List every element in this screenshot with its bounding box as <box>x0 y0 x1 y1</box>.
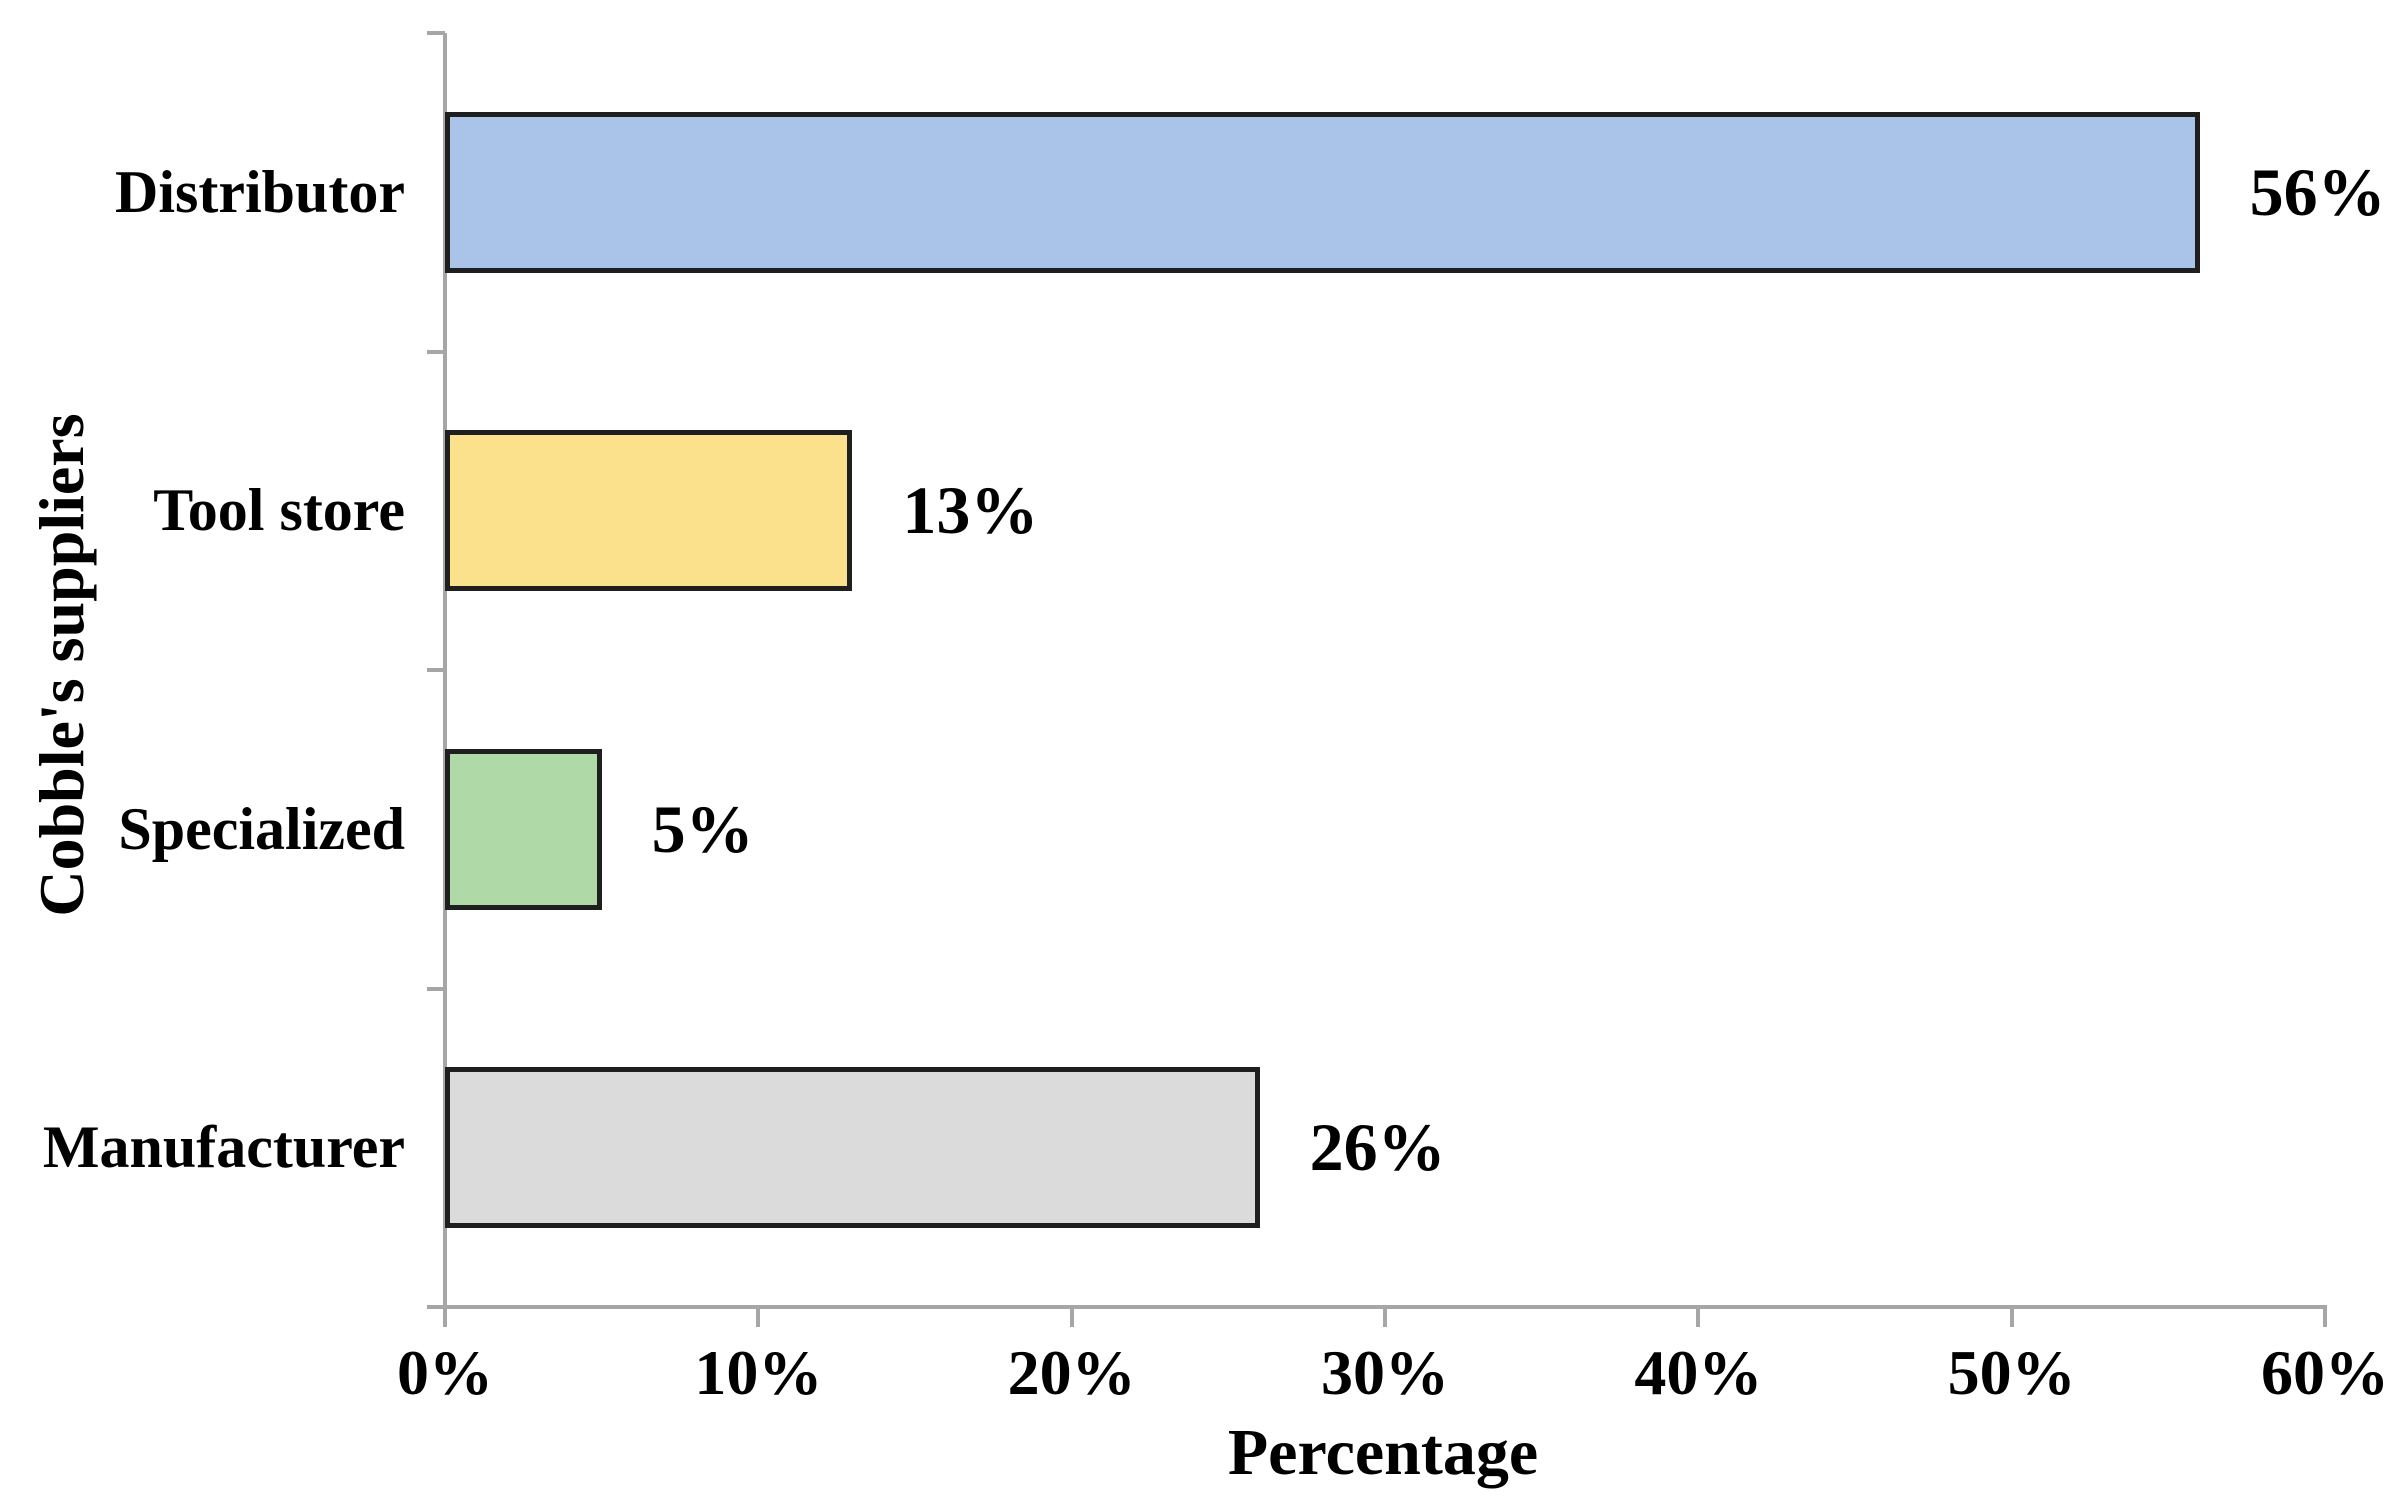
x-axis-line <box>427 1305 2327 1309</box>
x-tick-mark <box>2323 1307 2327 1327</box>
bar-specialized <box>445 748 602 910</box>
x-tick-mark <box>756 1307 761 1327</box>
data-label-specialized: 5% <box>651 790 754 867</box>
category-label-specialized: Specialized <box>118 795 405 862</box>
bar-distributor <box>445 111 2200 273</box>
x-tick-mark <box>1069 1307 1074 1327</box>
bar-manufacturer <box>445 1067 1260 1229</box>
x-tick-label-30: 30% <box>1321 1337 1449 1408</box>
x-tick-mark <box>1383 1307 1387 1327</box>
x-axis-title: Percentage <box>1227 1416 1539 1489</box>
bar-tool-store <box>445 430 853 592</box>
y-tick-mark <box>427 31 445 35</box>
x-tick-label-0: 0% <box>397 1337 493 1408</box>
y-axis-line <box>443 33 447 1327</box>
data-label-manufacturer: 26% <box>1309 1109 1446 1186</box>
x-tick-mark <box>2009 1307 2014 1327</box>
x-tick-label-10: 10% <box>694 1337 823 1408</box>
x-tick-label-60: 60% <box>2261 1337 2389 1408</box>
category-label-manufacturer: Manufacturer <box>42 1114 405 1181</box>
y-tick-mark <box>427 349 445 354</box>
category-label-tool-store: Tool store <box>153 477 405 544</box>
data-label-tool-store: 13% <box>902 472 1039 549</box>
x-tick-label-20: 20% <box>1007 1337 1136 1408</box>
x-tick-label-50: 50% <box>1947 1337 2076 1408</box>
x-tick-mark <box>1696 1307 1701 1327</box>
y-tick-mark <box>427 668 445 672</box>
x-tick-label-40: 40% <box>1634 1337 1763 1408</box>
category-label-distributor: Distributor <box>115 158 405 225</box>
y-tick-mark <box>427 986 445 991</box>
data-label-distributor: 56% <box>2249 153 2386 230</box>
